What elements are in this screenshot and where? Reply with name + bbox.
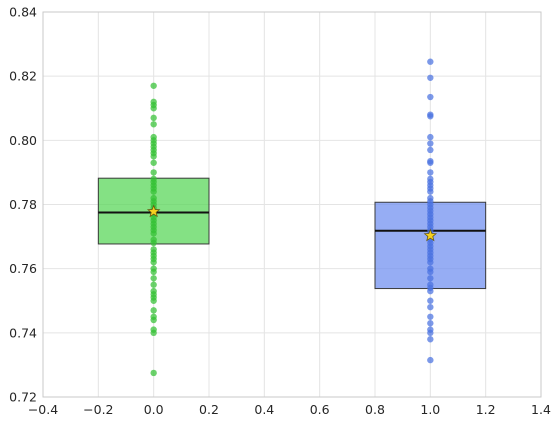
x-axis-tick-labels: −0.4 −0.2 0.0 0.2 0.4 0.6 0.8 1.0 1.2 1.4	[28, 402, 551, 417]
x-tick-label: 0.8	[365, 402, 385, 417]
data-point	[150, 259, 157, 266]
data-point	[150, 105, 157, 112]
data-point	[427, 297, 434, 304]
data-point	[150, 316, 157, 324]
box-series-2	[374, 58, 487, 364]
data-point	[427, 146, 434, 154]
y-tick-label: 0.82	[9, 69, 37, 84]
data-point	[427, 140, 434, 147]
mean-star-marker	[423, 228, 438, 242]
data-point	[150, 121, 157, 128]
data-point	[150, 329, 157, 337]
data-point	[427, 329, 434, 337]
series-layer	[97, 58, 487, 377]
x-tick-label: 0.0	[144, 402, 164, 417]
data-point	[150, 369, 157, 377]
data-point	[150, 82, 157, 89]
data-point	[150, 159, 157, 166]
data-point	[427, 275, 434, 282]
data-point	[427, 159, 434, 166]
y-tick-label: 0.84	[9, 5, 37, 20]
x-tick-label: −0.2	[83, 402, 113, 417]
y-tick-label: 0.74	[9, 325, 37, 340]
x-tick-label: 1.4	[531, 402, 551, 417]
mean-star-marker	[146, 204, 161, 218]
y-tick-label: 0.72	[9, 390, 37, 405]
data-point	[150, 268, 157, 276]
data-point	[150, 153, 157, 160]
data-point	[150, 297, 157, 304]
data-point	[427, 303, 434, 311]
data-point	[150, 239, 157, 247]
y-tick-label: 0.80	[9, 133, 37, 148]
y-tick-label: 0.76	[9, 261, 37, 276]
data-point	[427, 259, 434, 266]
data-point	[427, 113, 434, 120]
data-point	[150, 114, 157, 122]
x-tick-label: −0.4	[28, 402, 58, 417]
plot-frame	[42, 11, 542, 398]
x-tick-label: 0.4	[254, 402, 274, 417]
data-point	[427, 133, 434, 141]
data-point	[150, 275, 157, 282]
data-point	[427, 188, 434, 195]
data-point	[427, 336, 434, 343]
data-point	[427, 320, 434, 327]
y-axis-tick-labels: 0.72 0.74 0.76 0.78 0.80 0.82 0.84	[9, 5, 37, 405]
data-point	[150, 169, 157, 176]
data-point	[427, 74, 434, 81]
data-point	[427, 313, 434, 320]
data-point	[150, 307, 157, 314]
data-point	[150, 188, 157, 195]
x-tick-label: 1.2	[476, 402, 496, 417]
y-tick-label: 0.78	[9, 197, 37, 212]
data-point	[427, 268, 434, 276]
data-point	[150, 230, 157, 237]
data-point	[427, 58, 434, 65]
box-series-1	[97, 82, 210, 377]
data-point	[427, 93, 434, 101]
x-tick-label: 0.2	[199, 402, 219, 417]
data-point	[427, 287, 434, 295]
data-point	[427, 356, 434, 364]
data-point	[150, 281, 157, 288]
data-point	[427, 169, 434, 176]
x-tick-label: 1.0	[420, 402, 440, 417]
x-tick-label: 0.6	[310, 402, 330, 417]
